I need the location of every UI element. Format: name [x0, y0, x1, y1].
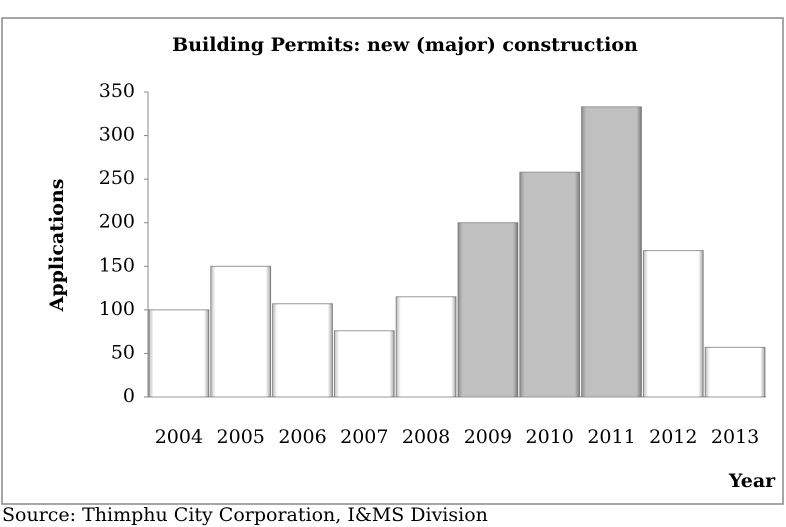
- y-tick-label: 300: [99, 124, 135, 146]
- x-tick-label: 2005: [217, 426, 265, 448]
- x-tick-label: 2004: [155, 426, 203, 448]
- bar-shade: [334, 330, 395, 397]
- y-axis-label: Applications: [46, 179, 68, 313]
- y-tick-label: 200: [99, 211, 135, 233]
- x-tick-label: 2011: [587, 426, 635, 448]
- x-tick-label: 2007: [340, 426, 388, 448]
- bar-shade: [458, 222, 518, 397]
- y-tick-label: 350: [99, 80, 135, 102]
- bar-shade: [272, 303, 333, 397]
- bar-shade: [396, 296, 456, 397]
- bar-shade: [519, 172, 580, 397]
- bar-shade: [581, 106, 642, 398]
- source-note: Source: Thimphu City Corporation, I&MS D…: [2, 504, 488, 526]
- y-tick-label: 50: [111, 341, 135, 363]
- y-tick-label: 0: [123, 385, 135, 407]
- y-tick-label: 150: [99, 254, 135, 276]
- x-tick-label: 2010: [526, 426, 574, 448]
- bar-shade: [705, 347, 765, 397]
- x-tick-label: 2009: [464, 426, 512, 448]
- bar-shade: [149, 309, 209, 397]
- y-tick-label: 250: [99, 167, 135, 189]
- chart-title: Building Permits: new (major) constructi…: [172, 34, 638, 56]
- x-tick-label: 2006: [278, 426, 326, 448]
- x-tick-label: 2008: [402, 426, 450, 448]
- bar-shade: [210, 266, 271, 397]
- y-tick-label: 100: [99, 298, 135, 320]
- bar-shade: [643, 250, 704, 397]
- x-tick-label: 2013: [711, 426, 759, 448]
- x-tick-label: 2012: [649, 426, 697, 448]
- x-axis-label: Year: [728, 470, 776, 492]
